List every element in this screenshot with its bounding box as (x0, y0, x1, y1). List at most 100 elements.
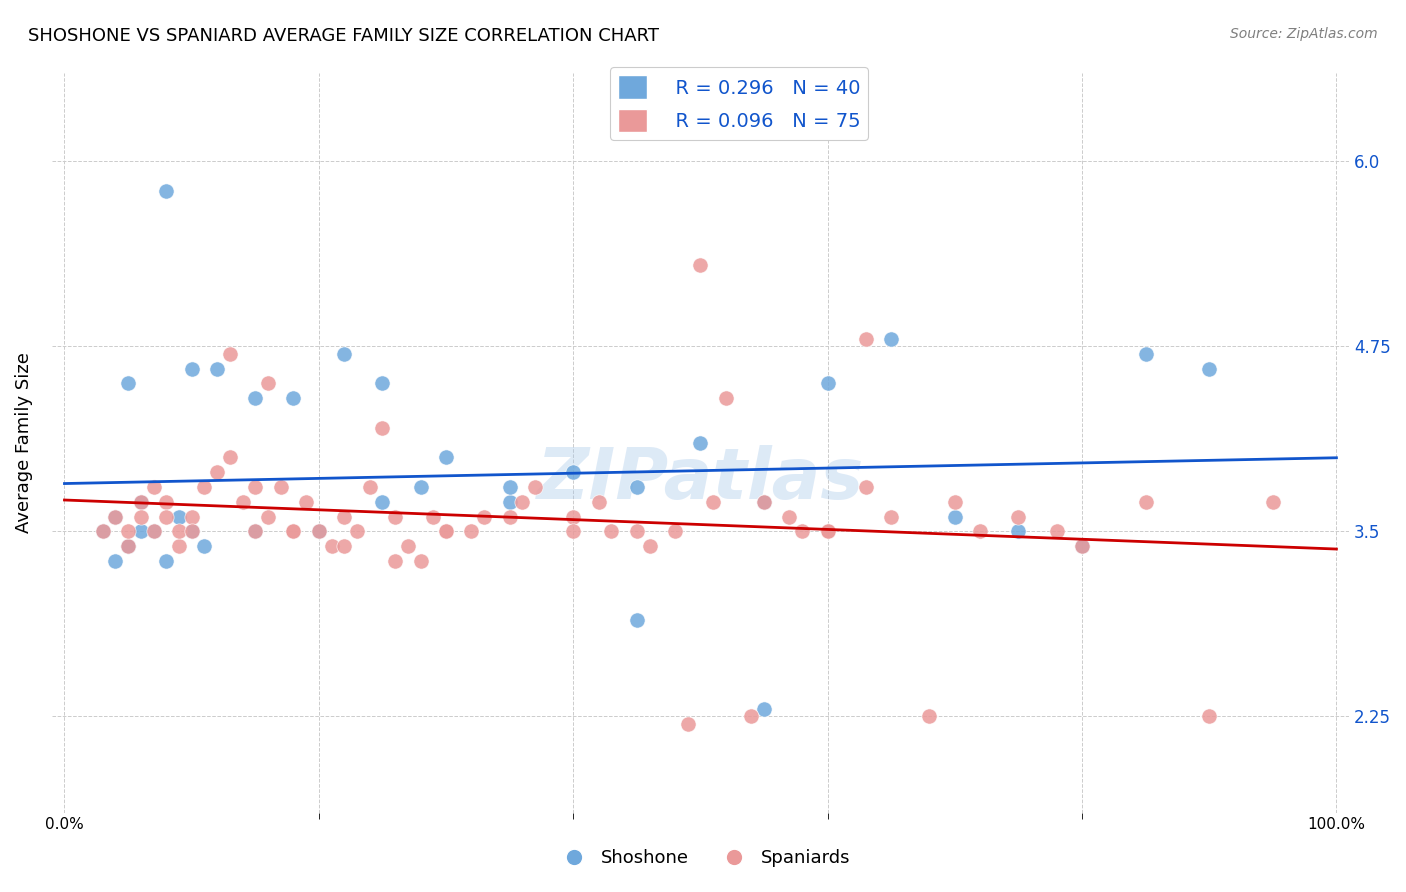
Spaniards (321, 539, 343, 553)
Spaniards (626, 524, 648, 539)
Spaniards (943, 494, 966, 508)
Shoshone (1007, 524, 1029, 539)
Shoshone (180, 524, 202, 539)
Spaniards (396, 539, 419, 553)
Text: ZIPatlas: ZIPatlas (537, 445, 865, 514)
Spaniards (1007, 509, 1029, 524)
Spaniards (346, 524, 368, 539)
Spaniards (142, 524, 165, 539)
Spaniards (422, 509, 444, 524)
Spaniards (218, 450, 240, 465)
Spaniards (129, 494, 152, 508)
Spaniards (257, 509, 280, 524)
Spaniards (664, 524, 686, 539)
Shoshone (283, 391, 305, 405)
Spaniards (91, 524, 114, 539)
Spaniards (472, 509, 495, 524)
Shoshone (1198, 361, 1220, 376)
Spaniards (193, 480, 215, 494)
Spaniards (142, 480, 165, 494)
Spaniards (1198, 709, 1220, 723)
Spaniards (245, 524, 267, 539)
Spaniards (104, 509, 127, 524)
Shoshone (1071, 539, 1094, 553)
Spaniards (817, 524, 839, 539)
Spaniards (880, 509, 903, 524)
Spaniards (205, 465, 228, 479)
Spaniards (562, 524, 585, 539)
Shoshone (129, 524, 152, 539)
Shoshone (817, 376, 839, 391)
Spaniards (1045, 524, 1067, 539)
Spaniards (792, 524, 814, 539)
Shoshone (880, 332, 903, 346)
Spaniards (371, 421, 394, 435)
Spaniards (434, 524, 457, 539)
Spaniards (1071, 539, 1094, 553)
Shoshone (180, 361, 202, 376)
Spaniards (969, 524, 991, 539)
Spaniards (676, 716, 699, 731)
Spaniards (167, 539, 190, 553)
Spaniards (218, 347, 240, 361)
Spaniards (918, 709, 941, 723)
Shoshone (308, 524, 330, 539)
Shoshone (117, 539, 139, 553)
Shoshone (104, 554, 127, 568)
Shoshone (155, 554, 177, 568)
Spaniards (1135, 494, 1157, 508)
Shoshone (91, 524, 114, 539)
Spaniards (270, 480, 292, 494)
Spaniards (524, 480, 547, 494)
Spaniards (817, 524, 839, 539)
Spaniards (333, 539, 356, 553)
Spaniards (117, 539, 139, 553)
Shoshone (689, 435, 711, 450)
Text: SHOSHONE VS SPANIARD AVERAGE FAMILY SIZE CORRELATION CHART: SHOSHONE VS SPANIARD AVERAGE FAMILY SIZE… (28, 27, 659, 45)
Shoshone (498, 480, 520, 494)
Shoshone (626, 480, 648, 494)
Shoshone (943, 509, 966, 524)
Shoshone (752, 494, 775, 508)
Shoshone (752, 702, 775, 716)
Spaniards (180, 524, 202, 539)
Shoshone (205, 361, 228, 376)
Spaniards (283, 524, 305, 539)
Legend: Shoshone, Spaniards: Shoshone, Spaniards (548, 842, 858, 874)
Y-axis label: Average Family Size: Average Family Size (15, 352, 32, 533)
Spaniards (855, 480, 877, 494)
Shoshone (155, 184, 177, 198)
Spaniards (740, 709, 762, 723)
Shoshone (117, 376, 139, 391)
Shoshone (129, 494, 152, 508)
Spaniards (498, 509, 520, 524)
Spaniards (714, 391, 737, 405)
Spaniards (384, 554, 406, 568)
Spaniards (600, 524, 623, 539)
Spaniards (779, 509, 801, 524)
Spaniards (689, 258, 711, 272)
Spaniards (155, 509, 177, 524)
Spaniards (155, 494, 177, 508)
Shoshone (409, 480, 432, 494)
Spaniards (855, 332, 877, 346)
Shoshone (371, 494, 394, 508)
Shoshone (142, 524, 165, 539)
Shoshone (193, 539, 215, 553)
Shoshone (245, 391, 267, 405)
Spaniards (180, 509, 202, 524)
Spaniards (409, 554, 432, 568)
Spaniards (752, 494, 775, 508)
Shoshone (167, 509, 190, 524)
Shoshone (117, 539, 139, 553)
Spaniards (512, 494, 534, 508)
Shoshone (498, 494, 520, 508)
Spaniards (295, 494, 318, 508)
Spaniards (702, 494, 724, 508)
Spaniards (333, 509, 356, 524)
Spaniards (359, 480, 381, 494)
Shoshone (245, 524, 267, 539)
Legend:   R = 0.296   N = 40,   R = 0.096   N = 75: R = 0.296 N = 40, R = 0.096 N = 75 (610, 68, 869, 140)
Shoshone (1135, 347, 1157, 361)
Spaniards (1261, 494, 1284, 508)
